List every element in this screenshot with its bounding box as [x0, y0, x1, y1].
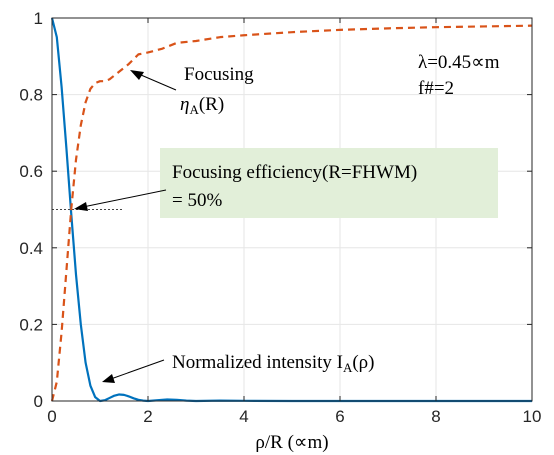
efficiency-label-line1: Focusing	[184, 64, 254, 85]
y-tick-label-0: 0	[34, 392, 43, 411]
intensity-label: Normalized intensity IA(ρ)	[172, 352, 375, 375]
box-arrow	[77, 189, 167, 209]
intensity-arrow	[107, 359, 165, 381]
intensity-arrowhead	[102, 374, 115, 383]
box-line2: = 50%	[172, 190, 222, 211]
intensity-label-prefix: Normalized intensity I	[172, 352, 343, 373]
efficiency-arrowhead	[130, 70, 144, 80]
y-tick-label-3: 0.6	[19, 162, 43, 181]
x-tick-label-2: 4	[239, 407, 248, 426]
efficiency-label-symbol: η	[180, 94, 189, 115]
x-tick-label-4: 8	[431, 407, 440, 426]
efficiency-label-line2: ηA(R)	[180, 94, 224, 117]
ticks-group: 0 2 4 6 8 10 0 0.2 0.4 0.6 0.8 1	[19, 9, 541, 426]
x-tick-label-0: 0	[47, 407, 56, 426]
annotation-box	[160, 148, 498, 218]
intensity-label-sub: A	[343, 360, 353, 375]
x-axis-label: ρ/R (∝m)	[255, 432, 328, 453]
y-tick-label-5: 1	[34, 9, 43, 28]
y-tick-label-4: 0.8	[19, 86, 43, 105]
intensity-label-suffix: (ρ)	[352, 352, 374, 373]
x-tick-label-3: 6	[335, 407, 344, 426]
series-line-1	[50, 24, 533, 402]
box-line1: Focusing efficiency(R=FHWM)	[172, 162, 417, 183]
param-f-number: f#=2	[418, 78, 454, 99]
x-tick-label-1: 2	[143, 407, 152, 426]
param-wavelength: λ=0.45∝m	[418, 52, 500, 73]
x-tick-label-5: 10	[523, 407, 542, 426]
efficiency-label-suffix: (R)	[199, 94, 224, 115]
y-tick-label-1: 0.2	[19, 315, 43, 334]
box-arrowhead	[74, 202, 88, 211]
efficiency-label-sub: A	[189, 102, 199, 117]
axes-box	[51, 17, 533, 402]
y-tick-label-2: 0.4	[19, 239, 43, 258]
